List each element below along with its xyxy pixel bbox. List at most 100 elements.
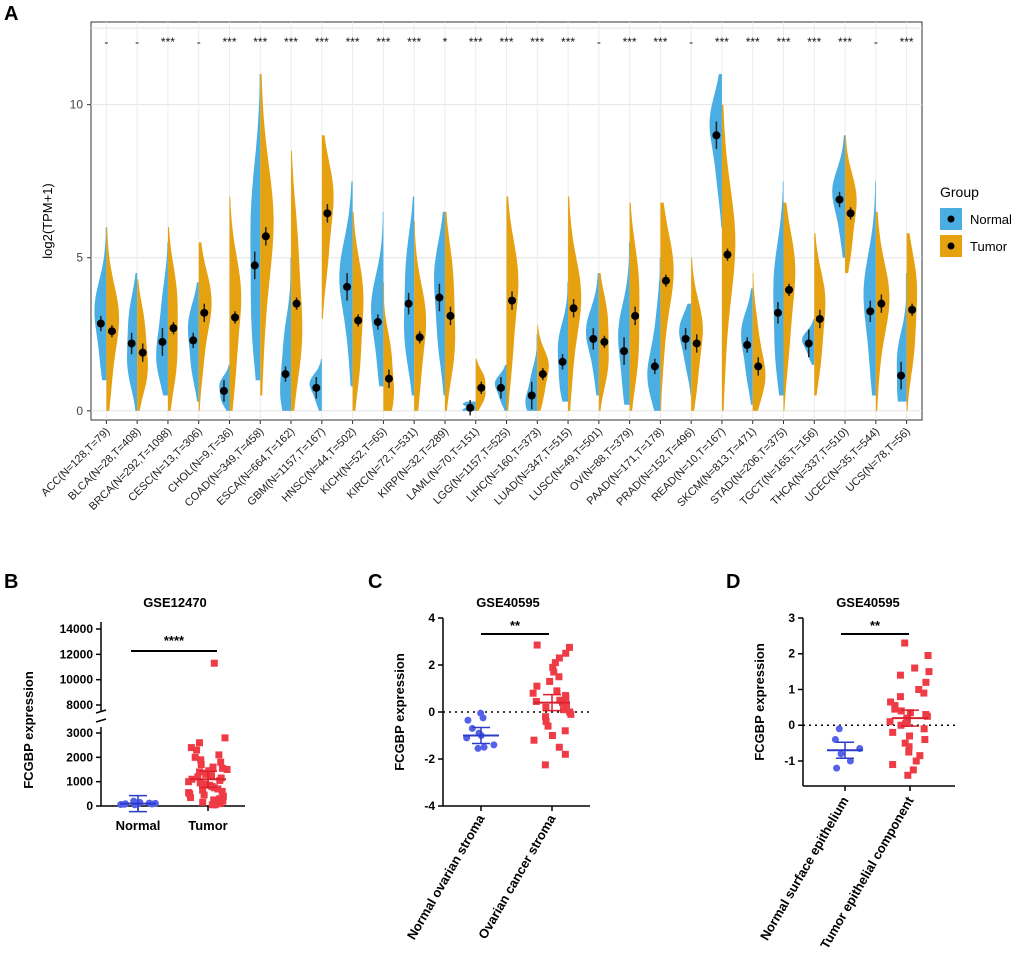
median-point-normal [158, 337, 167, 346]
data-point-tumor [562, 694, 570, 702]
data-point-normal [490, 741, 498, 749]
median-point-tumor [354, 316, 363, 325]
data-point-tumor [887, 698, 895, 706]
data-point-normal [464, 716, 472, 724]
data-point-tumor [197, 761, 205, 769]
median-point-tumor [723, 250, 732, 259]
data-point-tumor [906, 732, 914, 740]
data-point-tumor [199, 798, 207, 806]
data-point-tumor [219, 792, 227, 800]
data-point-tumor [901, 639, 909, 647]
y-tick-label: 12000 [60, 647, 94, 661]
violin-normal [618, 242, 630, 405]
violin-normal [586, 273, 599, 396]
violin-normal [371, 211, 384, 387]
data-point-tumor [542, 703, 550, 711]
data-point-tumor [551, 659, 559, 667]
data-point-normal [837, 750, 845, 758]
significance-label: *** [838, 35, 852, 49]
violin-tumor [629, 202, 640, 411]
x-tick-label: Ovarian cancer stroma [475, 811, 559, 941]
data-point-tumor [200, 791, 208, 799]
significance-label: *** [653, 35, 667, 49]
significance-label: *** [376, 35, 390, 49]
data-point-tumor [886, 718, 894, 726]
median-point-normal [835, 195, 844, 204]
median-point-normal [743, 340, 752, 349]
y-tick-label: 4 [428, 611, 435, 625]
median-point-normal [127, 339, 136, 348]
data-point-tumor [897, 707, 905, 715]
data-point-tumor [208, 772, 216, 780]
data-point-tumor [214, 785, 222, 793]
y-tick-label: 2000 [66, 750, 93, 764]
significance-label: *** [284, 35, 298, 49]
data-point-normal [833, 764, 841, 772]
significance-label-c: ** [510, 618, 521, 633]
median-point-normal [189, 336, 198, 345]
significance-label: - [197, 35, 201, 49]
panel-label-b: B [4, 571, 18, 593]
data-point-tumor [562, 649, 570, 657]
median-point-normal [312, 383, 321, 392]
legend-dot-normal [947, 215, 955, 223]
violin-normal [94, 227, 107, 381]
data-point-tumor [555, 743, 563, 751]
y-tick-label: 2 [788, 647, 795, 661]
data-point-tumor [920, 725, 928, 733]
violin-normal [647, 257, 661, 411]
legend-label-normal: Normal [970, 212, 1012, 227]
y-tick-label: 0 [76, 404, 83, 418]
data-point-tumor [891, 702, 899, 710]
significance-label: - [104, 35, 108, 49]
y-axis-label: log2(TPM+1) [40, 183, 55, 259]
data-point-tumor [533, 641, 541, 649]
significance-label: *** [253, 35, 267, 49]
data-point-tumor [905, 743, 913, 751]
y-tick-label: -2 [424, 752, 435, 766]
data-point-tumor [195, 739, 203, 747]
median-point-normal [620, 347, 629, 356]
median-point-normal [804, 339, 813, 348]
data-point-tumor [193, 746, 201, 754]
data-point-tumor [186, 790, 194, 798]
median-point-tumor [231, 313, 240, 322]
data-point-tumor [544, 722, 552, 730]
median-point-tumor [754, 362, 763, 371]
y-tick-label: 10000 [60, 673, 94, 687]
median-point-normal [435, 293, 444, 302]
violin-tumor [660, 202, 674, 411]
significance-label: * [443, 35, 448, 49]
chart-title-b: GSE12470 [143, 595, 207, 610]
data-point-tumor [223, 766, 231, 773]
violin-normal [773, 181, 784, 396]
median-point-tumor [569, 304, 578, 313]
median-point-tumor [692, 339, 701, 348]
data-point-tumor [567, 710, 575, 718]
data-point-normal [479, 714, 487, 722]
median-point-normal [404, 299, 413, 308]
data-point-tumor [218, 764, 226, 772]
median-point-normal [589, 334, 598, 343]
data-point-tumor [909, 766, 917, 774]
axis-break-b [95, 709, 107, 714]
significance-label: *** [346, 35, 360, 49]
data-point-tumor [896, 693, 904, 701]
significance-label: *** [315, 35, 329, 49]
data-point-tumor [221, 734, 229, 742]
data-point-tumor [187, 744, 195, 752]
violin-tumor [752, 273, 766, 411]
median-point-normal [96, 319, 105, 328]
significance-label-b: **** [164, 633, 185, 648]
violin-tumor [352, 211, 364, 411]
data-point-tumor [916, 752, 924, 760]
data-point-tumor [904, 771, 912, 779]
data-point-tumor [187, 793, 195, 801]
median-point-tumor [846, 209, 855, 218]
median-point-tumor [877, 299, 886, 308]
data-point-tumor [211, 801, 219, 809]
data-point-tumor [896, 671, 904, 679]
median-point-normal [773, 308, 782, 317]
y-tick-label: 14000 [60, 622, 94, 636]
